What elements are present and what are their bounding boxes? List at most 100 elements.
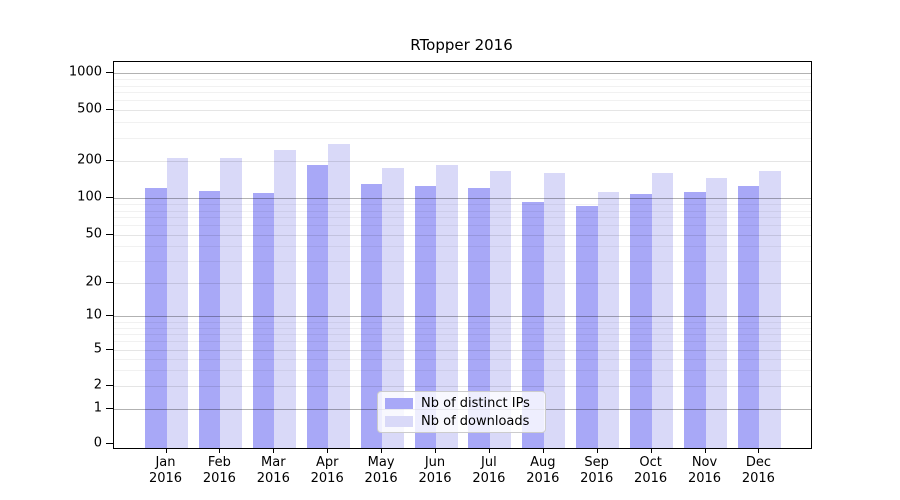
y-tick-label: 50 — [85, 226, 102, 241]
x-tick-year: 2016 — [634, 471, 668, 486]
x-tick — [435, 448, 436, 453]
y-tick-label: 1 — [93, 400, 102, 416]
bar-nb-of-downloads-jun — [436, 164, 458, 448]
bar-nb-of-distinct-ips-jul — [468, 188, 490, 448]
bars-layer — [114, 62, 811, 448]
minor-gridline — [114, 204, 811, 206]
bar-nb-of-distinct-ips-may — [360, 183, 383, 448]
chart-title: RTopper 2016 — [410, 36, 513, 54]
x-tick-month: May — [367, 455, 395, 470]
minor-gridline — [114, 321, 811, 323]
gridline-100 — [114, 198, 811, 199]
bar-nb-of-downloads-mar — [274, 150, 296, 448]
x-tick-label-jan: Jan 2016 — [136, 455, 196, 487]
x-tick-year: 2016 — [256, 471, 290, 486]
bar-nb-of-distinct-ips-jun — [414, 186, 436, 448]
x-tick-label-apr: Apr 2016 — [297, 455, 357, 487]
x-tick — [704, 448, 706, 453]
minor-gridline — [114, 333, 811, 335]
y-tick — [106, 349, 113, 350]
minor-gridline — [114, 92, 811, 94]
x-tick-year: 2016 — [202, 471, 236, 486]
bar-nb-of-downloads-aug — [543, 173, 566, 448]
legend-label-downloads: Nb of downloads — [421, 413, 530, 429]
y-tick-label: 500 — [77, 101, 102, 116]
gridline-10 — [114, 316, 811, 317]
x-tick — [273, 448, 275, 453]
bar-nb-of-downloads-sep — [597, 191, 620, 448]
x-tick-year: 2016 — [310, 471, 344, 486]
y-tick-label: 10 — [85, 307, 102, 323]
x-tick — [219, 448, 221, 453]
y-tick — [106, 233, 113, 235]
x-tick-label-oct: Oct 2016 — [621, 455, 681, 487]
y-tick-label: 100 — [77, 189, 102, 205]
x-tick-year: 2016 — [741, 471, 775, 486]
minor-gridline — [114, 246, 811, 248]
y-tick-label: 5 — [93, 341, 102, 357]
bar-nb-of-distinct-ips-dec — [737, 185, 760, 448]
gridline-200 — [114, 160, 811, 162]
x-tick-label-aug: Aug 2016 — [513, 455, 573, 487]
y-tick — [106, 108, 113, 110]
x-tick — [650, 448, 652, 453]
bar-nb-of-downloads-feb — [220, 157, 242, 448]
gridline-50 — [114, 234, 811, 236]
x-tick — [488, 448, 490, 453]
legend-swatch-distinct-ips — [385, 397, 413, 409]
x-tick-month: Aug — [530, 455, 556, 470]
x-tick-year: 2016 — [687, 471, 722, 486]
minor-gridline — [114, 327, 811, 329]
x-tick-label-mar: Mar 2016 — [243, 455, 303, 487]
y-tick-label: 2 — [93, 377, 102, 393]
y-tick — [106, 281, 113, 283]
minor-gridline — [114, 224, 811, 226]
y-tick — [106, 159, 113, 161]
x-tick-year: 2016 — [580, 471, 614, 486]
bar-nb-of-distinct-ips-jan — [145, 188, 167, 448]
y-tick-label: 20 — [85, 274, 102, 289]
gridline-2 — [114, 386, 811, 387]
x-tick-month: Jul — [481, 455, 497, 470]
x-tick-label-sep: Sep 2016 — [567, 455, 627, 487]
bar-nb-of-downloads-jul — [489, 170, 512, 448]
minor-gridline — [114, 370, 811, 372]
y-tick — [106, 315, 113, 316]
bar-nb-of-distinct-ips-mar — [252, 192, 275, 448]
y-tick-label: 200 — [77, 152, 102, 167]
x-tick — [596, 448, 598, 453]
x-tick-label-nov: Nov 2016 — [675, 455, 735, 487]
x-tick — [327, 448, 329, 453]
x-tick-year: 2016 — [364, 471, 398, 486]
x-tick-month: Oct — [639, 455, 662, 470]
bar-nb-of-distinct-ips-oct — [630, 194, 652, 448]
x-tick-month: Sep — [584, 455, 609, 470]
bar-nb-of-distinct-ips-feb — [198, 190, 221, 448]
x-tick — [381, 448, 383, 453]
x-tick-label-feb: Feb 2016 — [189, 455, 249, 487]
bar-nb-of-downloads-jan — [166, 157, 188, 448]
x-tick-month: Apr — [315, 455, 339, 470]
legend-item-distinct-ips: Nb of distinct IPs — [385, 396, 537, 411]
minor-gridline — [114, 121, 811, 123]
y-tick-label: 0 — [93, 435, 102, 451]
x-tick-month: Nov — [691, 455, 718, 470]
x-tick-year: 2016 — [148, 471, 183, 486]
x-tick-year: 2016 — [418, 471, 452, 486]
bar-nb-of-distinct-ips-nov — [684, 191, 706, 448]
legend-swatch-downloads — [385, 415, 413, 427]
legend-item-downloads: Nb of downloads — [385, 414, 537, 429]
minor-gridline — [114, 261, 811, 263]
gridline-5 — [114, 350, 811, 351]
gridline-1000 — [114, 73, 811, 74]
x-tick-label-may: May 2016 — [351, 455, 411, 487]
bar-nb-of-downloads-apr — [328, 143, 350, 448]
minor-gridline — [114, 138, 811, 139]
gridline-20 — [114, 282, 811, 284]
y-tick — [106, 385, 113, 386]
minor-gridline — [114, 79, 811, 81]
x-tick — [758, 448, 760, 453]
x-tick-month: Mar — [261, 455, 286, 470]
y-tick — [106, 197, 113, 198]
x-tick-year: 2016 — [526, 471, 560, 486]
